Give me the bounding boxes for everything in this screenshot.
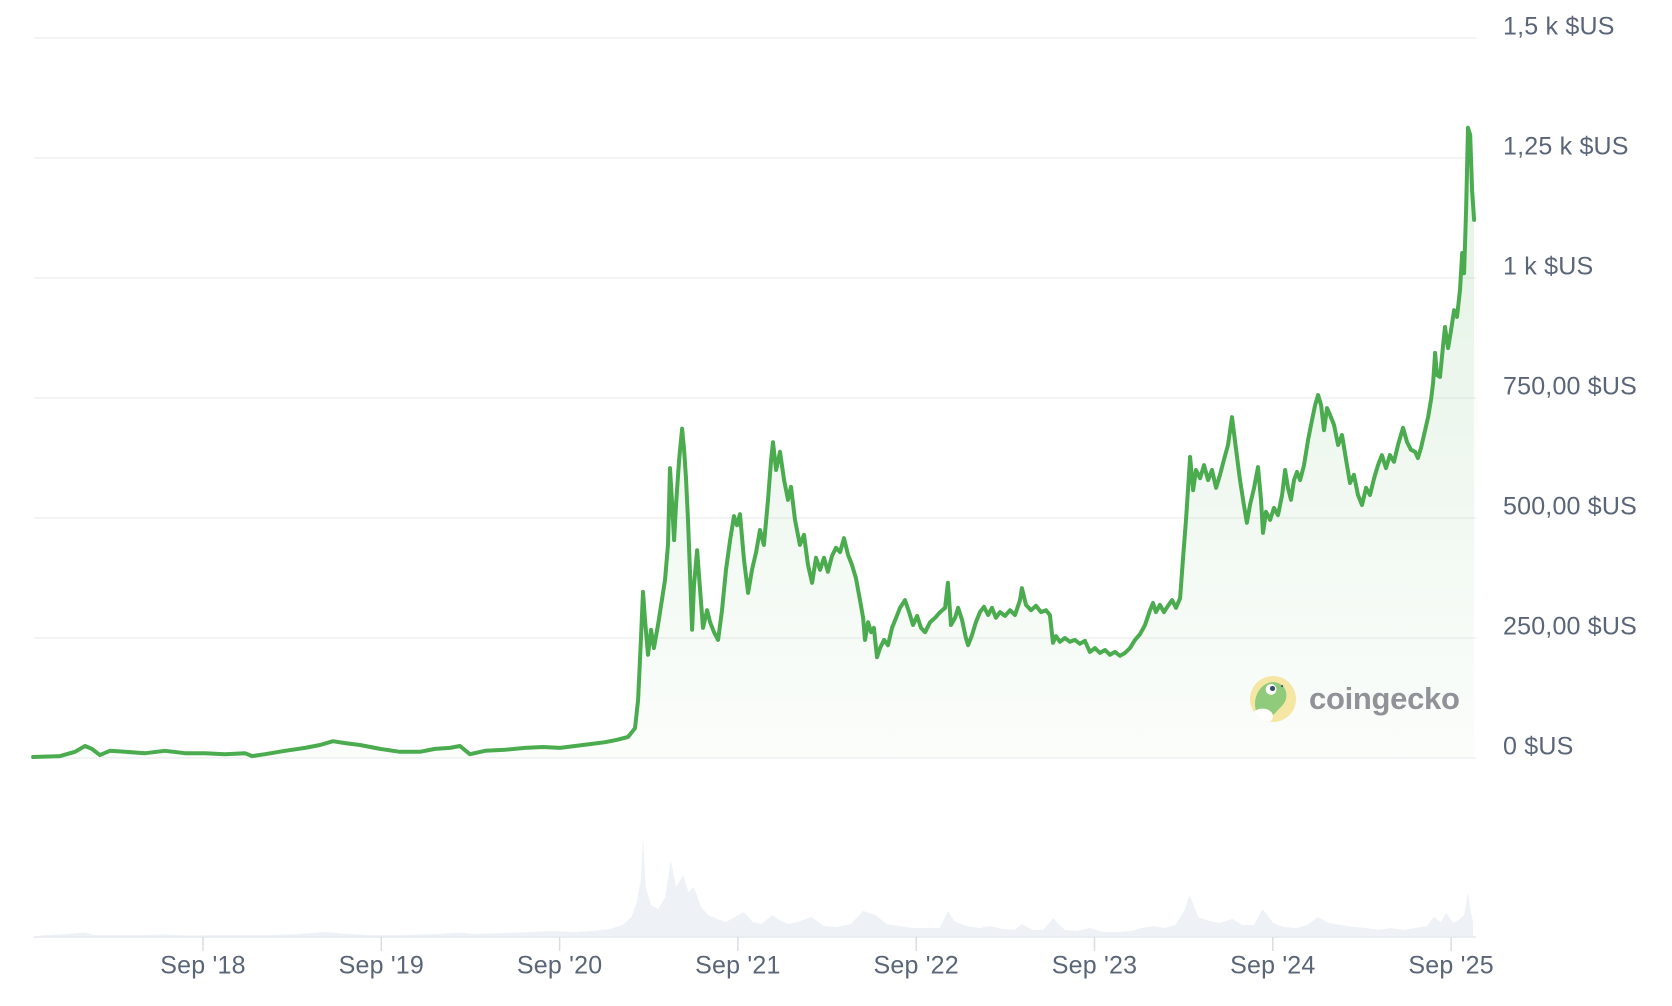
price-line [31,125,1477,759]
y-axis-label: 250,00 $US [1503,612,1638,641]
x-axis-label: Sep '21 [695,951,781,980]
x-axis-label: Sep '20 [516,951,603,980]
y-axis-label: 1,25 k $US [1503,132,1629,161]
x-axis-label: Sep '25 [1408,951,1494,980]
coingecko-watermark: coingecko [1250,676,1460,722]
x-axis-label: Sep '22 [873,951,959,980]
x-axis-label: Sep '23 [1051,951,1138,980]
coingecko-wordmark: coingecko [1309,681,1460,716]
y-axis-label: 0 $US [1503,732,1574,761]
y-axis-label: 500,00 $US [1503,492,1638,521]
x-axis-label: Sep '18 [160,951,246,980]
volume-bars [39,837,1473,937]
y-axis-label: 1,5 k $US [1503,12,1615,41]
price-area-fill [33,127,1475,759]
x-axis-label: Sep '24 [1230,951,1316,980]
x-axis-label: Sep '19 [338,951,425,980]
y-axis-label: 750,00 $US [1503,372,1638,401]
coingecko-gecko-icon [1250,676,1296,722]
y-axis-label: 1 k $US [1503,252,1594,281]
